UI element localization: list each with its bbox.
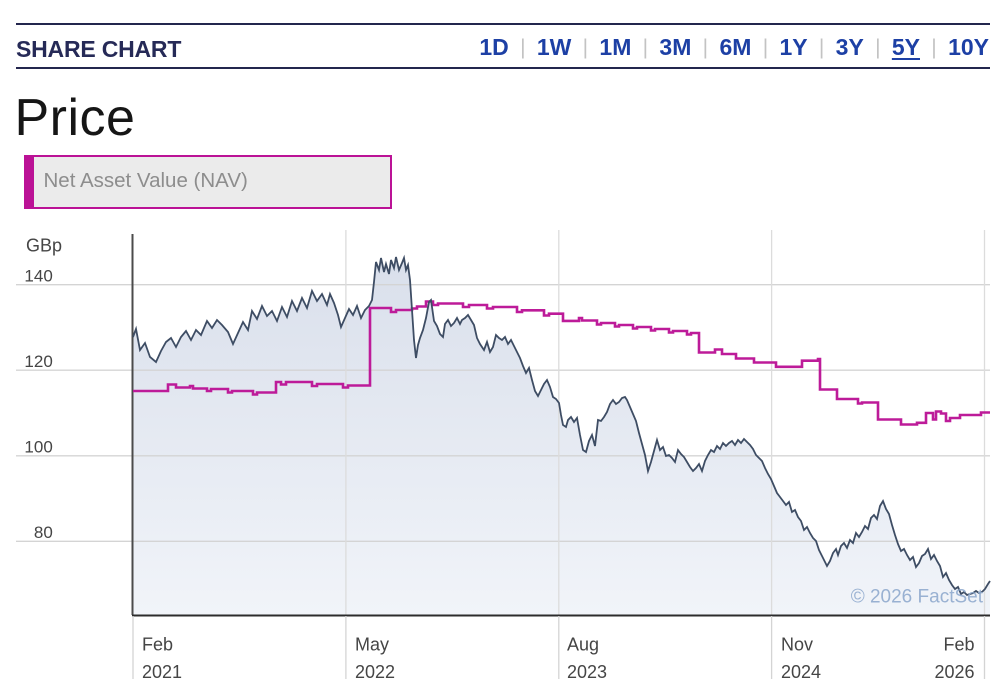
svg-text:120: 120 (24, 352, 52, 371)
svg-text:100: 100 (24, 437, 52, 456)
svg-text:Feb: Feb (142, 635, 173, 655)
svg-text:© 2026 FactSet: © 2026 FactSet (851, 587, 984, 608)
svg-text:GBp: GBp (26, 236, 62, 256)
svg-text:140: 140 (24, 266, 52, 285)
svg-text:2026: 2026 (934, 662, 974, 682)
svg-text:Aug: Aug (567, 635, 599, 655)
svg-text:2022: 2022 (355, 662, 395, 682)
svg-text:Feb: Feb (943, 635, 974, 655)
svg-text:2024: 2024 (781, 662, 821, 682)
svg-text:May: May (355, 635, 389, 655)
svg-text:2021: 2021 (142, 662, 182, 682)
svg-text:Nov: Nov (781, 635, 813, 655)
svg-text:2023: 2023 (567, 662, 607, 682)
svg-text:80: 80 (34, 523, 53, 542)
